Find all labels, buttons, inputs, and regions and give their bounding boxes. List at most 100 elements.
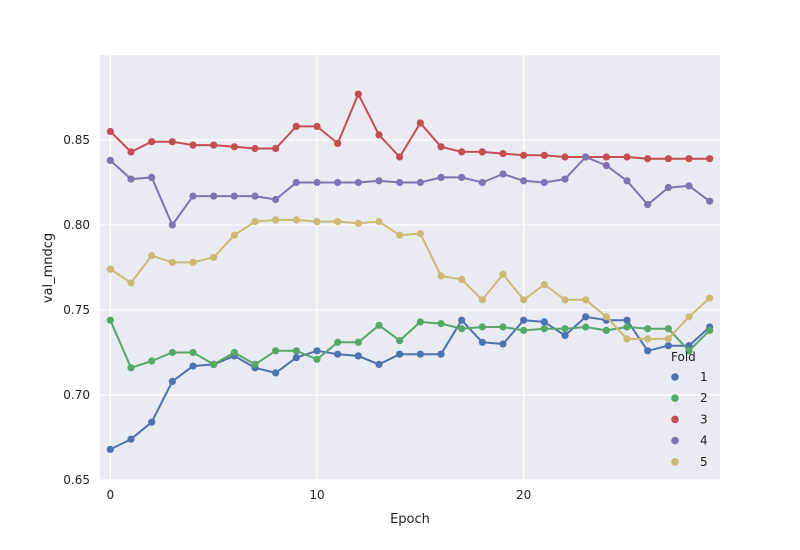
data-point: [416, 350, 424, 358]
x-tick-label: 0: [107, 488, 115, 502]
data-point: [520, 177, 528, 185]
legend-item: 1: [671, 370, 708, 384]
data-point: [210, 360, 218, 368]
data-point: [189, 348, 197, 357]
data-point: [168, 221, 176, 229]
data-point: [540, 178, 548, 187]
data-point: [561, 331, 569, 340]
data-point: [230, 231, 238, 239]
data-point: [106, 445, 114, 453]
data-point: [210, 192, 218, 200]
data-point: [478, 148, 486, 156]
data-point: [272, 347, 280, 355]
data-point: [354, 90, 362, 98]
data-point: [499, 170, 507, 178]
data-point: [561, 175, 569, 183]
data-point: [520, 316, 528, 324]
data-point: [354, 178, 362, 187]
data-point: [210, 253, 218, 261]
data-point: [127, 279, 135, 287]
data-point: [396, 153, 404, 161]
data-point: [561, 325, 569, 333]
data-point: [375, 321, 383, 329]
data-point: [313, 355, 321, 363]
tick-labels: 0.65 0.70 0.75 0.80 0.85 0 10 20: [63, 133, 531, 502]
data-point: [354, 338, 362, 346]
data-point: [127, 435, 135, 443]
data-point: [292, 347, 300, 355]
data-point: [561, 153, 569, 161]
data-point: [478, 296, 486, 304]
series-fold-4: [106, 153, 714, 229]
data-point: [437, 272, 445, 280]
data-point: [664, 155, 672, 163]
data-point: [602, 326, 610, 334]
data-point: [540, 151, 548, 159]
data-point: [499, 270, 507, 278]
data-point: [499, 323, 507, 331]
data-point: [375, 131, 383, 139]
data-point: [272, 144, 280, 153]
data-point: [602, 313, 610, 321]
data-point: [230, 192, 238, 200]
data-point: [478, 338, 486, 346]
data-point: [706, 155, 714, 163]
data-point: [189, 258, 197, 266]
data-point: [313, 178, 321, 187]
data-point: [582, 153, 590, 161]
data-point: [644, 347, 652, 355]
data-point: [396, 350, 404, 358]
y-tick-label: 0.75: [63, 303, 90, 317]
data-point: [251, 360, 259, 368]
data-point: [148, 173, 156, 181]
data-point: [189, 192, 197, 200]
data-point: [623, 153, 631, 161]
data-point: [561, 296, 569, 304]
data-point: [664, 335, 672, 343]
y-tick-label: 0.65: [63, 473, 90, 487]
data-point: [458, 275, 466, 283]
data-point: [127, 175, 135, 183]
data-point: [230, 348, 238, 357]
data-point: [292, 354, 300, 362]
data-point: [230, 143, 238, 151]
data-point: [623, 316, 631, 324]
plot-background: [100, 55, 720, 480]
legend-title: Fold: [671, 350, 696, 364]
data-point: [437, 173, 445, 181]
data-point: [272, 216, 280, 224]
data-point: [623, 177, 631, 185]
data-point: [168, 258, 176, 266]
data-point: [292, 178, 300, 187]
data-point: [292, 216, 300, 224]
legend-item: 3: [671, 412, 708, 426]
data-point: [106, 156, 114, 164]
legend-item: 2: [671, 391, 708, 405]
data-point: [354, 352, 362, 360]
data-point: [602, 161, 610, 170]
data-point: [189, 362, 197, 370]
data-point: [313, 122, 321, 130]
data-point: [168, 138, 176, 146]
data-point: [540, 325, 548, 333]
legend-marker: [671, 436, 679, 445]
data-point: [334, 350, 342, 358]
data-point: [685, 347, 693, 355]
data-point: [499, 150, 507, 158]
legend-marker: [671, 394, 679, 403]
data-point: [375, 360, 383, 368]
x-tick-label: 20: [516, 488, 531, 502]
data-point: [106, 127, 114, 136]
data-point: [458, 325, 466, 333]
data-point: [623, 323, 631, 331]
data-point: [416, 178, 424, 187]
x-axis-label: Epoch: [390, 512, 430, 527]
data-point: [148, 418, 156, 426]
data-point: [644, 335, 652, 343]
data-point: [334, 178, 342, 187]
data-point: [396, 231, 404, 239]
data-point: [706, 197, 714, 205]
data-point: [334, 218, 342, 226]
y-tick-label: 0.80: [63, 218, 90, 232]
data-point: [272, 195, 280, 204]
